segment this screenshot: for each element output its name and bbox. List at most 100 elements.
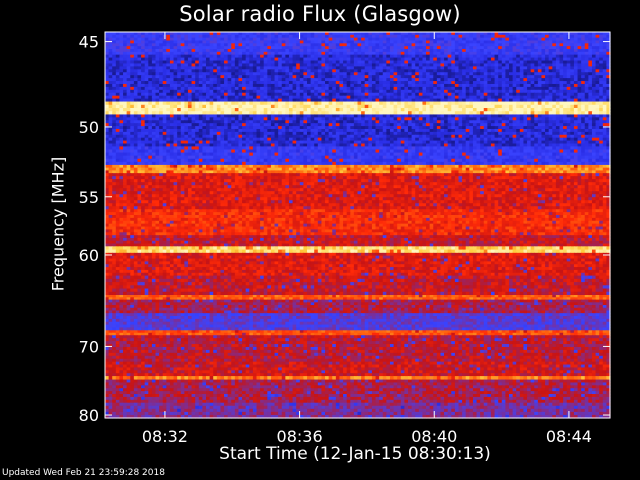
heatmap-cell [180,66,185,70]
heatmap-cell [451,75,456,79]
heatmap-cell [350,78,355,82]
heatmap-cell [231,69,236,73]
heatmap-cell [310,57,315,62]
heatmap-cell [573,69,579,73]
heatmap-cell [234,37,240,42]
heatmap-cell [296,66,301,70]
heatmap-cell [537,60,543,65]
heatmap-cell [364,69,369,73]
heatmap-cell [386,63,391,67]
heatmap-cell [487,37,492,42]
heatmap-cell [141,72,146,76]
heatmap-cell [422,63,427,67]
heatmap-cell [224,75,229,79]
heatmap-cell [173,60,178,65]
heatmap-cell [591,69,597,73]
heatmap-cell [198,34,203,39]
heatmap-cell [187,46,193,50]
heatmap-cell [371,60,377,65]
heatmap-cell [350,51,355,56]
heatmap-cell [472,57,478,62]
heatmap-cell [108,63,113,67]
heatmap-cell [202,40,207,44]
heatmap-cell [440,43,445,47]
heatmap-cell [256,72,261,76]
heatmap-cell [137,72,142,76]
heatmap-cell [602,51,607,56]
heatmap-cell [386,54,391,59]
heatmap-cell [141,69,146,73]
heatmap-cell [581,51,586,56]
heatmap-cell [220,34,225,39]
heatmap-cell [263,54,268,59]
heatmap-cell [541,54,546,59]
heatmap-cell [426,60,431,65]
heatmap-cell [548,54,553,59]
heatmap-cell [451,57,456,62]
heatmap-cell [426,51,431,56]
heatmap-cell [166,63,171,67]
heatmap-cell [415,34,420,39]
heatmap-cell [523,34,528,39]
heatmap-cell [296,60,301,65]
heatmap-cell [231,40,236,44]
heatmap-cell [509,60,514,65]
heatmap-cell [119,34,124,39]
heatmap-cell [498,49,503,53]
heatmap-cell [141,37,146,42]
heatmap-cell [137,34,142,39]
heatmap-cell [476,66,481,70]
heatmap-cell [242,32,247,36]
heatmap-cell [361,34,366,39]
heatmap-cell [389,78,395,82]
heatmap-cell [191,43,196,47]
heatmap-cell [436,32,442,36]
heatmap-cell [534,66,539,70]
heatmap-cell [206,75,211,79]
heatmap-cell [263,32,268,36]
heatmap-cell [130,78,135,82]
heatmap-cell [606,51,611,56]
heatmap-cell [418,63,424,67]
heatmap-cell [227,60,232,65]
heatmap-cell [361,72,366,76]
heatmap-cell [581,66,586,70]
heatmap-cell [371,66,377,70]
heatmap-cell [263,69,268,73]
heatmap-cell [433,66,438,70]
heatmap-cell [447,54,452,59]
heatmap-cell [177,63,182,67]
heatmap-cell [516,40,521,44]
heatmap-cell [238,40,243,44]
heatmap-cell [343,51,348,56]
heatmap-cell [202,54,207,59]
heatmap-cell [494,43,499,47]
heatmap-cell [389,63,395,67]
heatmap-cell [292,49,297,53]
heatmap-cell [379,46,384,50]
heatmap-cell [494,54,499,59]
heatmap-cell [458,54,463,59]
heatmap-cell [462,60,467,65]
heatmap-cell [130,40,135,44]
heatmap-cell [454,49,460,53]
heatmap-cell [505,51,510,56]
heatmap-cell [184,37,189,42]
heatmap-cell [527,57,532,62]
heatmap-cell [202,69,207,73]
heatmap-cell [252,51,258,56]
heatmap-cell [545,46,550,50]
heatmap-cell [227,34,232,39]
heatmap-cell [577,37,582,42]
heatmap-cell [299,40,304,44]
heatmap-cell [256,75,261,79]
heatmap-cell [339,40,344,44]
heatmap-cell [123,78,128,82]
heatmap-cell [209,75,214,79]
heatmap-cell [595,69,600,73]
heatmap-cell [422,75,427,79]
heatmap-cell [206,63,211,67]
heatmap-cell [433,46,438,50]
heatmap-cell [105,51,110,56]
heatmap-cell [112,34,117,39]
